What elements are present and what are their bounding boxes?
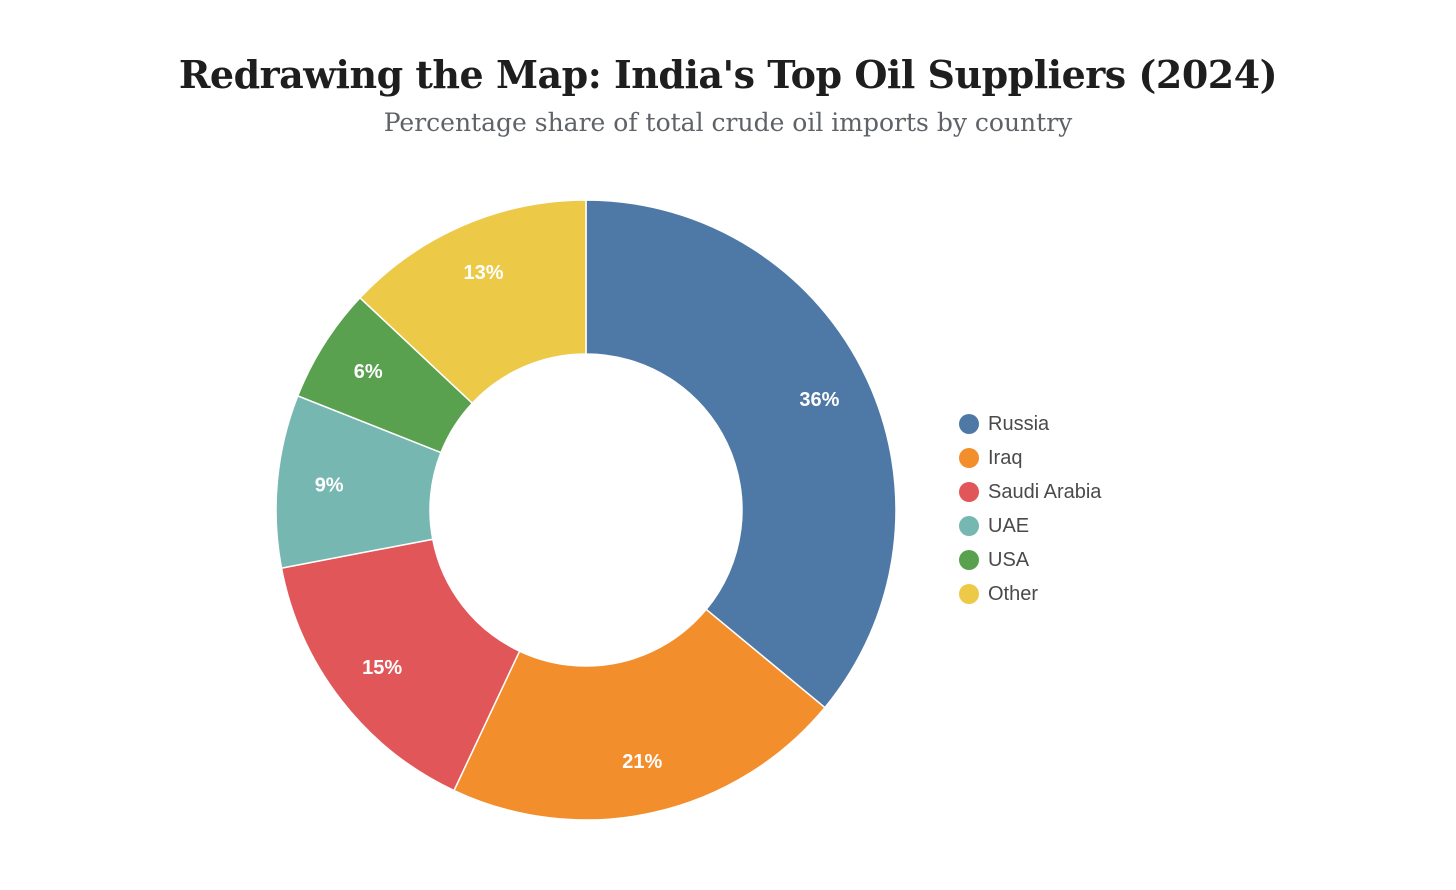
slice-iraq[interactable] xyxy=(453,608,826,821)
legend-swatch xyxy=(959,482,979,502)
legend-swatch xyxy=(959,414,979,434)
legend-label: UAE xyxy=(988,515,1029,537)
slice-labels: 36% 21% 15% 9% 6% 13% xyxy=(315,262,840,773)
legend-swatch xyxy=(959,448,979,468)
legend-item-usa[interactable]: USA xyxy=(959,549,1030,571)
legend-label: Saudi Arabia xyxy=(988,481,1102,503)
legend-item-uae[interactable]: UAE xyxy=(959,515,1029,537)
legend-swatch xyxy=(959,584,979,604)
slice-label-uae: 9% xyxy=(315,475,344,497)
slice-other[interactable] xyxy=(358,199,587,405)
legend-item-iraq[interactable]: Iraq xyxy=(959,447,1022,469)
chart-subtitle: Percentage share of total crude oil impo… xyxy=(383,108,1073,137)
slice-label-usa: 6% xyxy=(354,361,383,383)
legend-label: Iraq xyxy=(988,447,1022,469)
legend-label: USA xyxy=(988,549,1030,571)
chart-title: Redrawing the Map: India's Top Oil Suppl… xyxy=(178,52,1278,97)
legend-item-russia[interactable]: Russia xyxy=(959,413,1050,435)
donut-slices xyxy=(275,199,897,821)
slice-russia[interactable] xyxy=(585,199,897,709)
slice-label-iraq: 21% xyxy=(622,751,662,773)
legend: Russia Iraq Saudi Arabia UAE USA Other xyxy=(959,413,1102,605)
slice-label-russia: 36% xyxy=(799,389,839,411)
legend-item-saudi-arabia[interactable]: Saudi Arabia xyxy=(959,481,1102,503)
legend-swatch xyxy=(959,516,979,536)
slice-label-other: 13% xyxy=(464,262,504,284)
legend-swatch xyxy=(959,550,979,570)
legend-label: Other xyxy=(988,583,1038,605)
legend-item-other[interactable]: Other xyxy=(959,583,1038,605)
slice-saudi-arabia[interactable] xyxy=(280,538,521,792)
slice-label-saudi-arabia: 15% xyxy=(362,657,402,679)
legend-label: Russia xyxy=(988,413,1050,435)
